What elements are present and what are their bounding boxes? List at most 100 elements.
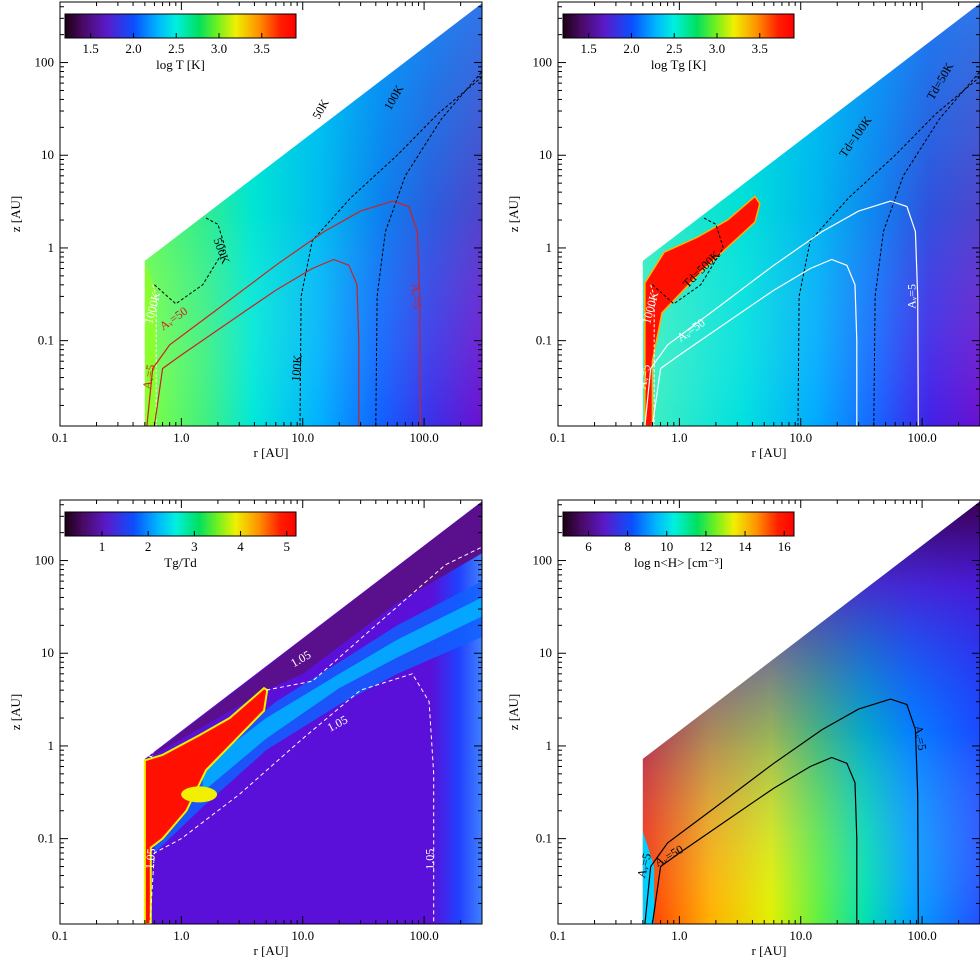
contour-av-5: [644, 200, 919, 426]
y-tick-label: 100: [533, 55, 553, 70]
colorbar-tick-label: 6: [585, 539, 592, 554]
y-tick-label: 1: [48, 240, 55, 255]
x-tick-label: 0.1: [52, 430, 68, 445]
contour-av-50: [651, 258, 858, 426]
x-tick-label: 0.1: [550, 430, 566, 445]
axis-ticks: [557, 500, 980, 924]
y-tick-label: 100: [35, 553, 55, 568]
contour-av-50: [153, 258, 360, 426]
panel-bottom-left: 1.051.051.051.051.050.1 1.0 10.0 100.00.111…: [8, 499, 483, 958]
axis-ticks: [557, 2, 980, 426]
contour-label: Aᵥ=5: [911, 724, 929, 751]
y-tick-label: 100: [35, 55, 55, 70]
x-tick-label: 0.1: [52, 928, 68, 943]
y-axis-label: z [AU]: [8, 694, 23, 730]
colorbar: 1 2 3 4 5 Tg/Td: [64, 511, 297, 570]
contour-td-50k: [375, 71, 482, 426]
colorbar: 1.5 2.0 2.5 3.0 3.5 log Tg [K]: [562, 13, 795, 72]
x-tick-label: 1.0: [671, 430, 687, 445]
y-axis-label: z [AU]: [8, 196, 23, 232]
contour-td-1000k: [650, 284, 655, 426]
x-axis-label: r [AU]: [751, 943, 786, 958]
contour-label: 50K: [309, 96, 332, 121]
disk-atmosphere-shading: [144, 3, 482, 426]
y-tick-label: 1: [546, 738, 553, 753]
x-tick-label: 1.0: [671, 928, 687, 943]
contour-label: Aᵥ=5: [634, 852, 654, 880]
colorbar-tick-label: 4: [237, 539, 244, 554]
y-tick-label: 0.1: [536, 333, 552, 348]
colorbar-label: log Tg [K]: [651, 57, 706, 72]
x-tick-label: 100.0: [409, 928, 438, 943]
plot-frame: [557, 1, 980, 427]
contour-td-500k: [154, 217, 226, 305]
contour-td-500k: [652, 217, 724, 305]
colorbar-tick-label: 2.5: [666, 41, 682, 56]
colorbar-tick-label: 3.0: [211, 41, 227, 56]
inner-rim-cavity: [642, 831, 655, 924]
contour-lines: [149, 546, 482, 924]
contour-label: 1.05: [143, 848, 159, 870]
colorbar: 1.5 2.0 2.5 3.0 3.5 log T [K]: [64, 13, 297, 72]
contour-label: Aᵥ=5: [635, 363, 653, 390]
plot-frame: [59, 499, 483, 925]
hot-gas-region: [644, 195, 761, 426]
axis-ticks: [59, 500, 483, 924]
contour-av-5: [644, 698, 919, 924]
colorbar-tick-label: 1.5: [581, 41, 597, 56]
axis-ticks: [59, 2, 483, 426]
x-axis-label: r [AU]: [253, 943, 288, 958]
contour-td-100k: [797, 76, 980, 426]
colorbar-tick-label: 2.0: [125, 41, 141, 56]
contour-lines: [146, 71, 482, 426]
x-tick-label: 0.1: [550, 928, 566, 943]
colorbar-tick-label: 8: [624, 539, 631, 554]
contour-label: Aᵥ=5: [904, 284, 918, 309]
x-tick-label: 10.0: [789, 430, 812, 445]
colorbar-tick-label: 2.0: [623, 41, 639, 56]
hot-gas-region: [143, 686, 269, 924]
colorbar-gradient: [64, 13, 297, 39]
contour-td-50k: [873, 71, 980, 426]
colorbar-tick-label: 16: [778, 539, 792, 554]
plot-frame: [59, 1, 483, 427]
panel-top-right: 1000KTd=500KTd=100KTd=50KAᵥ=5Aᵥ=50Aᵥ=50.…: [506, 1, 980, 460]
y-tick-label: 10: [41, 147, 54, 162]
colorbar-tick-label: 2.5: [168, 41, 184, 56]
colorbar-label: Tg/Td: [164, 555, 197, 570]
contour-td-100k: [299, 76, 482, 426]
x-axis-label: r [AU]: [751, 445, 786, 460]
heatmap-field: [642, 501, 980, 924]
contour-lines: [644, 71, 980, 426]
plot-frame: [557, 499, 980, 925]
x-axis-label: r [AU]: [253, 445, 288, 460]
colorbar-tick-label: 3.5: [254, 41, 270, 56]
y-tick-label: 10: [41, 645, 54, 660]
colorbar-tick-label: 3.0: [709, 41, 725, 56]
colorbar-tick-label: 1.5: [83, 41, 99, 56]
x-tick-label: 100.0: [409, 430, 438, 445]
y-tick-label: 0.1: [38, 333, 54, 348]
contour-lines: [644, 698, 919, 924]
x-tick-label: 10.0: [789, 928, 812, 943]
density-falloff-shading: [642, 501, 980, 924]
contour-td-1000k: [152, 284, 157, 426]
y-tick-label: 0.1: [38, 831, 54, 846]
y-tick-label: 100: [533, 553, 553, 568]
y-tick-label: 10: [539, 645, 552, 660]
x-tick-label: 100.0: [907, 430, 936, 445]
x-tick-label: 1.0: [173, 430, 189, 445]
colorbar-tick-label: 14: [739, 539, 753, 554]
colorbar-label: log T [K]: [156, 57, 205, 72]
colorbar-gradient: [562, 13, 795, 39]
colorbar-label: log n<H> [cm⁻³]: [634, 555, 723, 570]
y-tick-label: 10: [539, 147, 552, 162]
colorbar-gradient: [562, 511, 795, 537]
colorbar-tick-label: 3.5: [752, 41, 768, 56]
x-tick-label: 10.0: [291, 430, 314, 445]
y-tick-label: 1: [546, 240, 553, 255]
contour-av-50: [651, 756, 858, 924]
hot-gas-peak: [181, 786, 218, 803]
